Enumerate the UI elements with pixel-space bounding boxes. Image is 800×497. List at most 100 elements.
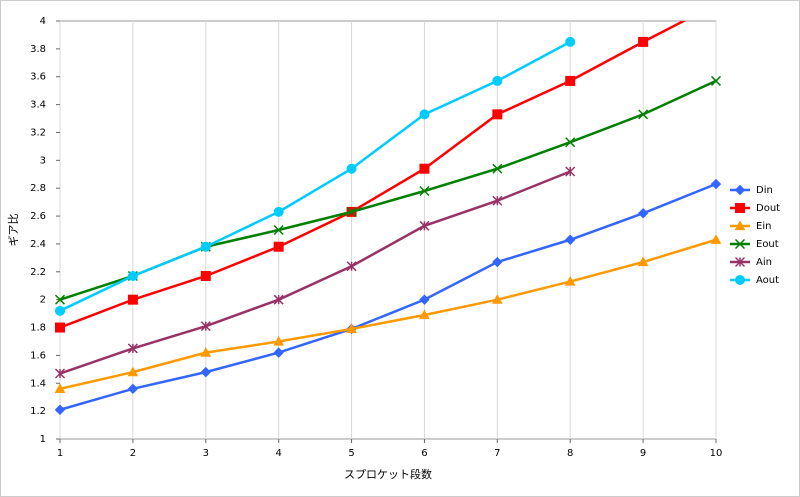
marker — [710, 75, 721, 86]
y-tick-label: 3.8 — [30, 44, 46, 55]
x-tick-label: 4 — [275, 448, 281, 459]
y-tick-label: 3.2 — [30, 127, 46, 138]
marker — [492, 109, 503, 120]
marker — [638, 109, 649, 120]
y-tick-label: 4 — [40, 16, 46, 27]
legend-marker — [734, 256, 746, 268]
legend-marker — [734, 184, 746, 196]
marker — [565, 137, 576, 148]
marker — [346, 206, 357, 217]
marker — [273, 347, 284, 358]
line — [59, 170, 571, 375]
y-tick-label: 1 — [40, 434, 46, 445]
legend-marker — [734, 220, 746, 231]
y-tick-label: 2.6 — [30, 211, 46, 222]
marker — [127, 343, 138, 354]
y-tick-label: 2.4 — [30, 239, 46, 250]
y-tick-label: 1.4 — [30, 378, 46, 389]
marker — [419, 163, 430, 174]
y-tick-label: 1.6 — [30, 350, 46, 361]
marker — [492, 75, 503, 86]
legend-label: Ain — [756, 257, 772, 268]
marker — [492, 195, 503, 206]
marker — [127, 366, 139, 377]
marker — [127, 270, 138, 281]
line — [59, 21, 687, 329]
legend-marker — [734, 238, 746, 250]
plot-area — [59, 20, 717, 440]
x-tick-label: 10 — [710, 448, 723, 459]
marker — [565, 166, 576, 177]
marker — [419, 220, 430, 231]
marker — [565, 75, 576, 86]
marker — [273, 335, 285, 346]
y-tick-label: 2 — [40, 295, 46, 306]
legend-marker — [735, 203, 745, 213]
marker — [200, 366, 211, 378]
marker — [346, 323, 357, 334]
legend-marker — [735, 275, 745, 285]
y-tick-label: 3.6 — [30, 72, 46, 83]
marker — [200, 347, 212, 357]
line — [59, 40, 571, 312]
marker — [419, 109, 430, 120]
y-tick-label: 1.8 — [30, 323, 46, 334]
marker — [638, 36, 649, 47]
marker — [127, 383, 139, 395]
marker — [55, 404, 66, 415]
marker — [55, 383, 66, 393]
x-tick-label: 7 — [494, 448, 500, 459]
legend-label: Aout — [756, 275, 779, 286]
marker — [273, 294, 284, 305]
legend-label: Eout — [756, 239, 779, 250]
marker — [491, 294, 503, 304]
marker — [637, 208, 649, 219]
marker — [565, 234, 576, 245]
marker — [419, 309, 430, 320]
x-tick-label: 2 — [130, 448, 136, 459]
marker — [273, 241, 284, 252]
marker — [710, 234, 721, 244]
marker — [200, 321, 211, 332]
y-tick-label: 3.4 — [30, 100, 46, 111]
marker — [55, 294, 66, 305]
marker — [346, 163, 357, 174]
line — [59, 238, 717, 391]
y-tick-label: 2.8 — [30, 183, 46, 194]
marker — [419, 185, 430, 197]
y-axis-title: ギア比 — [7, 214, 20, 247]
y-tick-label: 3 — [40, 155, 46, 166]
marker — [564, 276, 576, 286]
x-axis-title: スプロケット段数 — [344, 467, 432, 481]
x-tick-label: 1 — [57, 448, 63, 459]
x-tick-label: 6 — [421, 448, 427, 459]
x-tick-label: 9 — [640, 448, 646, 459]
line — [59, 182, 717, 411]
marker — [710, 178, 721, 190]
marker — [55, 322, 65, 333]
marker — [55, 368, 66, 379]
y-tick-label: 1.2 — [30, 406, 46, 417]
marker — [200, 270, 211, 281]
marker — [565, 36, 576, 47]
x-tick-label: 8 — [567, 448, 573, 459]
x-tick-label: 3 — [203, 448, 209, 459]
legend-label: Din — [756, 185, 773, 196]
marker — [492, 163, 503, 174]
marker — [492, 256, 503, 268]
marker — [55, 305, 65, 316]
legend-label: Dout — [756, 203, 780, 214]
x-tick-label: 5 — [348, 448, 354, 459]
plot-series — [55, 21, 721, 415]
marker — [637, 256, 649, 267]
marker — [346, 261, 357, 272]
marker — [200, 241, 211, 252]
marker — [273, 206, 284, 217]
legend-label: Ein — [756, 221, 771, 232]
marker — [127, 294, 138, 305]
marker — [273, 224, 284, 236]
y-tick-label: 2.2 — [30, 267, 46, 278]
marker — [419, 294, 430, 305]
